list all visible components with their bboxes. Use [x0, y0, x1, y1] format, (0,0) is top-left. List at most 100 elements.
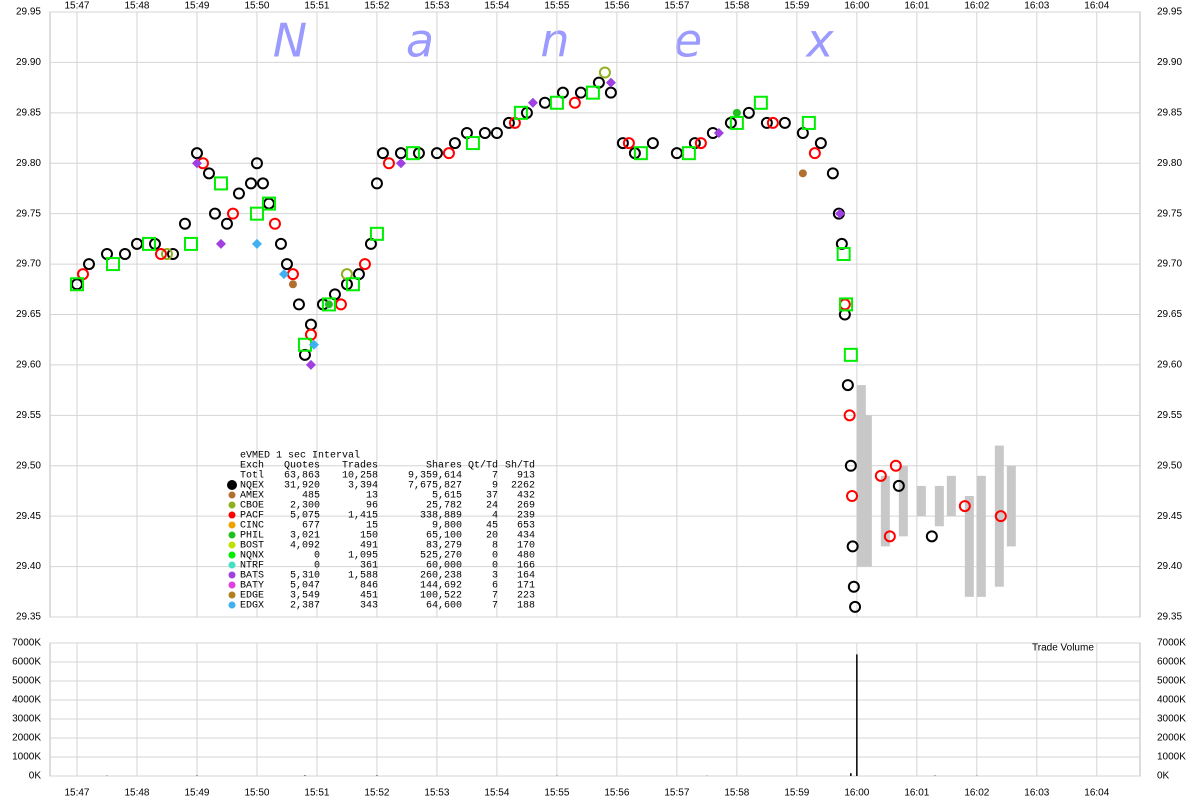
- quote-band: [994, 445, 1004, 587]
- table-cell: 60,000: [426, 561, 462, 572]
- table-cell: 83,279: [426, 541, 462, 552]
- x-tick-label: 15:58: [724, 788, 749, 799]
- x-tick-label: 15:54: [484, 1, 509, 12]
- x-tick-label: 15:50: [244, 1, 269, 12]
- volume-title: Trade Volume: [1032, 643, 1094, 654]
- table-cell: 3,021: [290, 531, 320, 542]
- trade-marker: [513, 105, 528, 120]
- y-tick-label: 3000K: [12, 714, 41, 725]
- table-cell: 1,095: [348, 551, 378, 562]
- trade-marker: [874, 469, 887, 482]
- y-tick-label: 2000K: [12, 733, 41, 744]
- trade-marker: [430, 147, 443, 160]
- legend-marker: [228, 511, 236, 519]
- x-tick-label: 15:49: [184, 1, 209, 12]
- y-tick-label: 29.35: [1157, 612, 1182, 623]
- trade-marker: [268, 217, 281, 230]
- trade-marker: [369, 226, 384, 241]
- trade-marker: [178, 217, 191, 230]
- trade-marker: [843, 409, 856, 422]
- legend-label: NTRF: [240, 561, 264, 572]
- x-tick-label: 15:52: [364, 1, 389, 12]
- trade-marker: [568, 96, 581, 109]
- table-cell: 0: [314, 561, 320, 572]
- table-cell: 913: [517, 471, 535, 482]
- table-header: Sh/Td: [505, 460, 535, 472]
- table-cell: 677: [302, 521, 320, 532]
- legend-label: EDGE: [240, 591, 264, 602]
- y-tick-label: 2000K: [1157, 733, 1186, 744]
- y-tick-label: 29.85: [16, 107, 41, 118]
- trade-marker: [846, 540, 859, 553]
- trade-marker: [202, 167, 215, 180]
- legend-marker: [228, 531, 236, 539]
- table-cell: 0: [492, 561, 498, 572]
- x-tick-label: 15:53: [424, 788, 449, 799]
- trade-marker: [141, 236, 156, 251]
- label-layer: 15:47 15:48 15:49 15:50 15:51 15:52 15:53 15:54…: [12, 1, 1186, 799]
- trade-marker: [798, 169, 807, 178]
- y-tick-label: 29.60: [16, 360, 41, 371]
- table-cell: 7: [492, 601, 498, 612]
- table-cell: 432: [517, 491, 535, 502]
- trade-marker: [358, 258, 371, 271]
- x-tick-label: 15:53: [424, 1, 449, 12]
- watermark-letter: a: [406, 14, 434, 68]
- x-tick-label: 15:47: [64, 1, 89, 12]
- trade-marker: [292, 298, 305, 311]
- table-cell: 7: [492, 591, 498, 602]
- legend-label: PACF: [240, 511, 264, 522]
- table-cell: 653: [517, 521, 535, 532]
- trade-marker: [502, 116, 515, 129]
- table-cell: 45: [486, 521, 498, 532]
- trade-marker: [844, 459, 857, 472]
- x-tick-label: 15:59: [784, 788, 809, 799]
- table-cell: 13: [366, 491, 378, 502]
- trade-marker: [105, 257, 120, 272]
- legend-label: CINC: [240, 521, 264, 532]
- legend-marker: [228, 501, 236, 509]
- table-cell: 846: [360, 581, 378, 592]
- legend-marker: [228, 571, 236, 579]
- table-cell: 170: [517, 541, 535, 552]
- x-tick-label: 15:54: [484, 788, 509, 799]
- trade-marker: [527, 97, 538, 108]
- y-tick-label: 0K: [1157, 771, 1170, 782]
- table-cell: 3,394: [348, 481, 378, 492]
- table-cell: 451: [360, 591, 378, 602]
- table-title: eVMED 1 sec Interval: [240, 450, 360, 462]
- x-tick-label: 16:00: [844, 788, 869, 799]
- legend-label: EDGX: [240, 601, 264, 612]
- y-tick-label: 29.55: [1157, 410, 1182, 421]
- table-cell: 3,549: [290, 591, 320, 602]
- table-cell: 485: [302, 491, 320, 502]
- trade-marker: [694, 137, 707, 150]
- x-tick-label: 15:57: [664, 788, 689, 799]
- trade-marker: [994, 510, 1007, 523]
- x-tick-label: 15:50: [244, 788, 269, 799]
- y-tick-label: 0K: [29, 771, 42, 782]
- y-tick-label: 29.40: [16, 561, 41, 572]
- trade-marker: [622, 137, 635, 150]
- table-cell: 5,047: [290, 581, 320, 592]
- quote-band: [862, 415, 872, 567]
- legend-marker: [228, 581, 236, 589]
- x-tick-label: 16:03: [1024, 788, 1049, 799]
- table-cell: 37: [486, 491, 498, 502]
- y-tick-label: 1000K: [12, 752, 41, 763]
- trade-marker: [305, 359, 316, 370]
- table-cell: 5,075: [290, 511, 320, 522]
- y-tick-label: 29.40: [1157, 561, 1182, 572]
- trade-marker: [183, 236, 198, 251]
- trade-marker: [395, 158, 406, 169]
- table-cell: 361: [360, 561, 378, 572]
- trade-marker: [836, 247, 851, 261]
- y-tick-label: 29.50: [16, 460, 41, 471]
- watermark-letter: N: [273, 14, 307, 68]
- y-tick-label: 7000K: [1157, 638, 1186, 649]
- trade-marker: [958, 500, 971, 513]
- trade-marker: [376, 147, 389, 160]
- table-cell: 144,692: [420, 581, 462, 592]
- legend-label: CBOE: [240, 501, 264, 512]
- table-cell: 15: [366, 521, 378, 532]
